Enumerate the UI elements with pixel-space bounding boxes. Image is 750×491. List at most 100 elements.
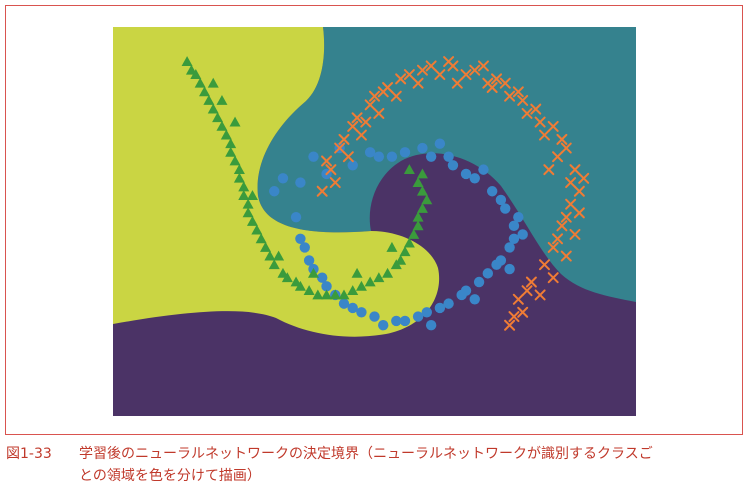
point-circle-class_0 [356, 307, 367, 318]
point-circle-class_0 [434, 302, 446, 314]
point-x-class_1 [486, 82, 498, 94]
point-triangle-class_2 [229, 155, 241, 166]
point-triangle-class_2 [390, 259, 402, 270]
x-stroke [416, 64, 428, 76]
point-x-class_1 [321, 155, 333, 167]
point-circle-class_0 [504, 263, 515, 275]
point-circle-class_0 [412, 311, 424, 322]
point-x-class_1 [334, 142, 346, 154]
point-circle-class_0 [321, 281, 332, 292]
x-stroke [538, 129, 550, 141]
point-x-class_1 [416, 64, 428, 76]
point-x-class_1 [395, 73, 407, 85]
point-circle-class_0 [495, 194, 507, 206]
point-circle-class_0 [295, 233, 306, 244]
point-triangle-class_2 [216, 94, 228, 105]
point-x-class_1 [517, 94, 529, 106]
point-circle-class_0 [391, 315, 402, 327]
point-triangle-class_2 [194, 77, 206, 88]
figure-caption: 図1-33 学習後のニューラルネットワークの決定境界（ニューラルネットワークが識別… [6, 443, 744, 487]
point-x-class_1 [521, 107, 533, 119]
x-stroke [491, 73, 503, 85]
point-x-class_1 [364, 99, 376, 111]
point-circle-class_0 [290, 211, 302, 223]
point-x-class_1 [556, 133, 568, 145]
point-triangle-class_2 [207, 77, 219, 88]
point-circle-class_0 [425, 320, 437, 331]
point-x-class_1 [377, 86, 389, 98]
x-stroke [499, 77, 511, 89]
decision-regions [113, 27, 636, 416]
point-triangle-class_2 [364, 276, 376, 287]
point-x-class_1 [547, 241, 559, 253]
point-triangle-class_2 [268, 259, 280, 270]
point-triangle-class_2 [181, 56, 193, 66]
region-class-1 [257, 27, 636, 302]
point-triangle-class_2 [207, 103, 219, 114]
point-x-class_1 [569, 164, 581, 176]
point-x-class_1 [565, 198, 577, 210]
x-stroke [547, 120, 559, 132]
point-circle-class_0 [513, 211, 524, 223]
x-stroke [512, 293, 524, 305]
x-stroke [573, 185, 585, 197]
x-stroke [321, 155, 333, 167]
point-triangle-class_2 [199, 86, 211, 97]
point-circle-class_0 [425, 151, 437, 162]
x-stroke [351, 112, 363, 124]
point-triangle-class_2 [403, 237, 415, 248]
point-x-class_1 [329, 177, 341, 189]
point-circle-class_0 [277, 173, 289, 184]
point-triangle-class_2 [373, 272, 385, 283]
point-circle-class_0 [399, 147, 411, 158]
x-stroke [565, 177, 577, 189]
point-triangle-class_2 [255, 233, 267, 244]
point-circle-class_0 [460, 168, 472, 180]
point-triangle-class_2 [246, 190, 258, 200]
point-x-class_1 [469, 64, 481, 76]
point-x-class_1 [425, 60, 437, 72]
point-triangle-class_2 [246, 216, 258, 226]
point-x-class_1 [460, 69, 472, 81]
point-x-class_1 [338, 133, 350, 145]
x-stroke [517, 94, 529, 106]
point-triangle-class_2 [403, 164, 415, 175]
point-x-class_1 [538, 259, 550, 271]
x-stroke [373, 107, 385, 119]
point-circle-class_0 [500, 203, 511, 214]
point-circle-class_0 [386, 151, 398, 162]
caption-text-line2: との領域を色を分けて描画） [79, 468, 261, 484]
point-triangle-class_2 [220, 129, 232, 140]
point-x-class_1 [508, 311, 520, 323]
point-triangle-class_2 [412, 220, 424, 231]
point-x-class_1 [369, 90, 380, 102]
x-stroke [390, 90, 402, 102]
point-circle-class_0 [347, 160, 358, 171]
x-stroke [477, 60, 489, 72]
point-x-class_1 [573, 185, 585, 197]
x-stroke [517, 306, 529, 318]
point-triangle-class_2 [264, 250, 276, 261]
x-stroke [534, 289, 546, 301]
region-class-2 [113, 27, 440, 337]
point-x-class_1 [512, 293, 524, 305]
point-circle-class_0 [469, 294, 480, 305]
point-x-class_1 [316, 185, 328, 197]
x-stroke [460, 69, 472, 81]
point-triangle-class_2 [203, 94, 215, 105]
point-triangle-class_2 [233, 172, 245, 183]
data-points [181, 56, 590, 331]
point-circle-class_0 [347, 302, 358, 314]
point-triangle-class_2 [233, 164, 245, 175]
point-triangle-class_2 [338, 289, 350, 300]
point-x-class_1 [443, 56, 455, 68]
point-triangle-class_2 [416, 185, 428, 196]
point-circle-class_0 [460, 285, 472, 296]
point-triangle-class_2 [347, 285, 359, 296]
x-stroke [521, 285, 533, 297]
x-stroke [364, 99, 376, 111]
point-x-class_1 [543, 164, 555, 176]
point-x-class_1 [355, 129, 367, 141]
point-x-class_1 [534, 289, 546, 301]
x-stroke [547, 241, 559, 253]
